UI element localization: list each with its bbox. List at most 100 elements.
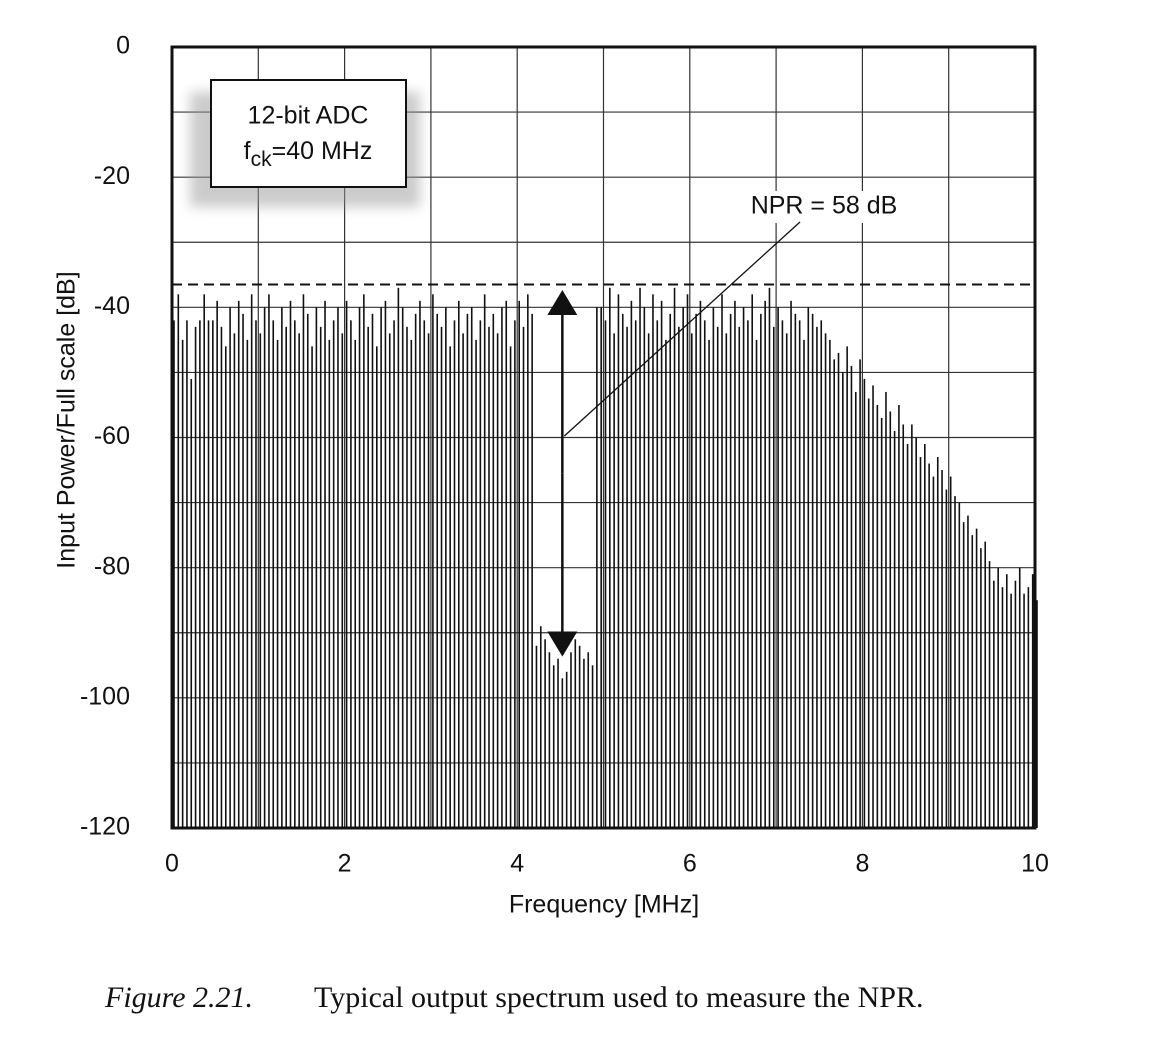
bar — [630, 300, 633, 828]
bar — [246, 339, 249, 828]
bar — [311, 346, 313, 828]
bar — [967, 515, 969, 828]
bar — [703, 320, 706, 828]
bar — [911, 424, 913, 828]
bar — [427, 333, 430, 828]
x-tick-label: 6 — [683, 850, 697, 878]
bar — [975, 528, 978, 828]
bar — [587, 652, 590, 828]
bar — [673, 287, 676, 828]
bar — [854, 391, 857, 828]
bar — [302, 294, 305, 829]
bar — [475, 339, 477, 828]
bar — [777, 307, 779, 828]
bar — [915, 437, 917, 828]
leader-line — [563, 221, 801, 437]
bar — [988, 561, 991, 828]
bar — [665, 339, 667, 828]
info-sub: ck — [251, 148, 273, 171]
y-tick-label: -100 — [80, 682, 130, 710]
bar — [388, 333, 391, 828]
bar — [380, 307, 382, 828]
bar — [220, 326, 223, 828]
bar — [457, 300, 460, 828]
bar — [867, 398, 870, 828]
bar — [522, 326, 525, 828]
bar — [177, 294, 180, 829]
bar — [725, 333, 728, 828]
bar — [445, 307, 447, 828]
y-tick-label: 0 — [116, 32, 130, 60]
bar — [1010, 593, 1012, 828]
bar — [811, 313, 814, 828]
bar — [423, 320, 426, 828]
bar — [609, 287, 611, 828]
bar — [539, 626, 542, 828]
bar — [945, 489, 948, 828]
x-tick-label: 0 — [165, 850, 179, 878]
bar — [984, 541, 987, 828]
bar — [583, 658, 585, 828]
bar — [902, 424, 905, 828]
bar — [816, 326, 818, 828]
bar — [807, 307, 810, 828]
info-line: 12-bit ADC — [248, 102, 369, 130]
bar — [181, 339, 184, 828]
bar — [548, 652, 551, 828]
bar — [768, 287, 771, 828]
bar — [263, 307, 266, 828]
bar — [410, 339, 413, 828]
bar — [885, 391, 887, 828]
bar — [324, 300, 326, 828]
bar — [863, 378, 866, 828]
bar — [483, 294, 486, 829]
bar — [604, 320, 607, 828]
bar — [906, 444, 909, 828]
bar — [449, 346, 451, 828]
bar — [229, 307, 231, 828]
bar — [1014, 580, 1017, 828]
bar — [721, 294, 723, 829]
bar — [203, 294, 206, 829]
bar — [332, 320, 335, 828]
bar — [941, 470, 943, 828]
bar — [479, 320, 482, 828]
bar — [453, 320, 456, 828]
bar — [345, 300, 348, 828]
bar — [734, 300, 736, 828]
bar — [660, 300, 663, 828]
bar — [414, 313, 417, 828]
bar — [755, 339, 758, 828]
bar — [544, 639, 546, 828]
bar — [419, 300, 421, 828]
bar — [958, 502, 961, 828]
bar — [565, 671, 568, 828]
bar — [384, 300, 387, 828]
bar — [350, 320, 352, 828]
bar — [932, 476, 935, 828]
bar — [760, 313, 762, 828]
bar — [354, 339, 357, 828]
bar — [509, 346, 512, 828]
bar — [462, 333, 464, 828]
bar — [358, 307, 361, 828]
bar — [738, 326, 741, 828]
bar — [859, 359, 861, 828]
y-tick-label: -80 — [94, 552, 130, 580]
bar — [928, 463, 930, 828]
bar — [488, 326, 490, 828]
bar — [337, 307, 339, 828]
bar — [652, 294, 654, 829]
bar — [980, 548, 982, 828]
bar — [492, 313, 495, 828]
bar — [716, 326, 719, 828]
bar — [276, 339, 279, 828]
x-tick-label: 8 — [855, 850, 869, 878]
bar — [842, 372, 844, 828]
bar — [971, 535, 974, 828]
bar — [997, 567, 999, 828]
bar — [643, 307, 646, 828]
bar — [531, 313, 533, 828]
